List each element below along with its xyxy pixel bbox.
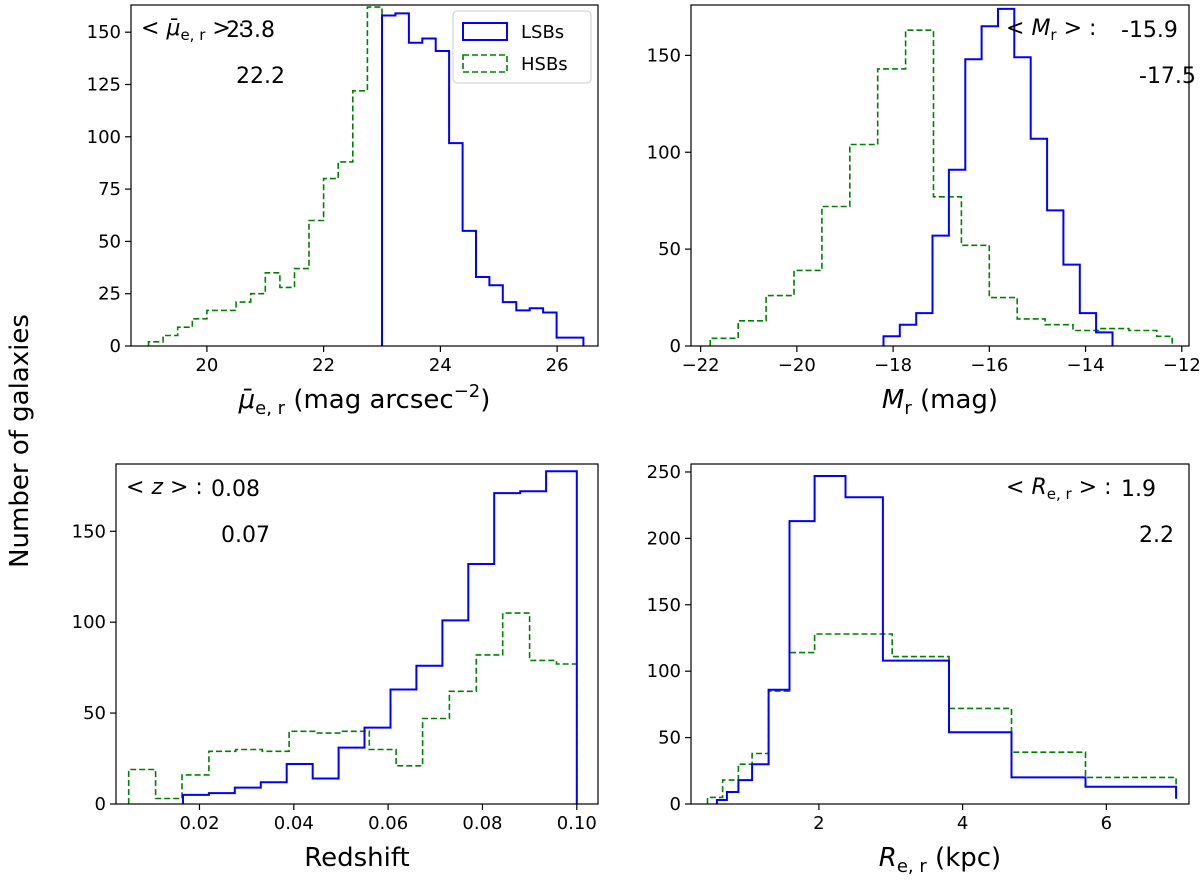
x-tick-label: −22 bbox=[682, 355, 720, 376]
hist-hsbs-mu bbox=[147, 6, 383, 346]
y-tick-label: 125 bbox=[87, 74, 121, 95]
axes-frame bbox=[690, 463, 1190, 805]
y-tick-label: 100 bbox=[647, 661, 681, 682]
hist-lsbs-z bbox=[182, 470, 578, 804]
x-axis-label: Re, r (kpc) bbox=[879, 843, 1001, 877]
x-tick-label: 22 bbox=[312, 355, 335, 376]
x-tick-label: 0.06 bbox=[368, 813, 408, 834]
y-tick-label: 100 bbox=[72, 612, 106, 633]
mean-label: < z > : bbox=[126, 475, 203, 500]
y-tick-label: 50 bbox=[658, 728, 681, 749]
legend-swatch-lsbs bbox=[462, 22, 508, 41]
mean-value-lsb: 1.9 bbox=[1121, 477, 1156, 502]
axes-frame bbox=[115, 463, 599, 805]
legend-label-lsbs: LSBs bbox=[521, 22, 564, 43]
x-axis-label: μ̄e, r (mag arcsec−2) bbox=[238, 381, 491, 419]
panel-Re-histogram: 2 4 6 0 50 100 150 200 250 Re, r (kpc) < Re, r > :… bbox=[647, 462, 1190, 877]
y-tick-label: 0 bbox=[670, 336, 681, 357]
x-tick-label: 6 bbox=[1101, 813, 1112, 834]
legend: LSBs HSBs bbox=[452, 10, 592, 84]
x-axis-label: Mr (mag) bbox=[882, 385, 998, 419]
mean-value-hsb: 22.2 bbox=[236, 64, 285, 89]
y-tick-label: 75 bbox=[98, 179, 121, 200]
x-tick-label: −20 bbox=[778, 355, 816, 376]
mean-value-lsb: -15.9 bbox=[1121, 18, 1178, 43]
axes-frame bbox=[690, 4, 1190, 347]
y-tick-label: 25 bbox=[98, 284, 121, 305]
x-tick-label: 0.02 bbox=[179, 813, 219, 834]
y-tick-label: 100 bbox=[87, 127, 121, 148]
x-tick-label: −14 bbox=[1067, 355, 1105, 376]
hist-hsbs-Mr bbox=[709, 29, 1173, 346]
y-tick-label: 0 bbox=[110, 336, 121, 357]
y-tick-label: 100 bbox=[647, 142, 681, 163]
panel-z-histogram: 0.02 0.04 0.06 0.08 0.10 0 50 100 150 Redshift < z… bbox=[72, 463, 599, 873]
y-tick-label: 150 bbox=[72, 521, 106, 542]
hist-lsbs-Mr bbox=[882, 7, 1114, 346]
panel-mu-histogram: 20 22 24 26 0 25 50 75 100 125 150 μ̄e, r (mag arcs… bbox=[87, 4, 599, 419]
x-tick-label: 26 bbox=[546, 355, 569, 376]
x-tick-label: −16 bbox=[970, 355, 1008, 376]
mean-value-hsb: 0.07 bbox=[221, 523, 270, 548]
shared-ylabel: Number of galaxies bbox=[5, 314, 35, 568]
y-tick-label: 150 bbox=[647, 595, 681, 616]
x-tick-label: 0.10 bbox=[557, 813, 597, 834]
y-tick-label: 200 bbox=[647, 528, 681, 549]
hist-lsbs-mu bbox=[381, 12, 585, 346]
mean-label: < Mr > : bbox=[1006, 16, 1096, 44]
mean-value-hsb: -17.5 bbox=[1139, 64, 1196, 89]
y-tick-label: 150 bbox=[647, 45, 681, 66]
x-tick-label: 0.08 bbox=[462, 813, 502, 834]
panel-Mr-histogram: −22 −20 −18 −16 −14 −12 0 50 100 150 Mr (mag) < Mr … bbox=[647, 4, 1200, 419]
mean-label: < Re, r > : bbox=[1006, 475, 1112, 503]
legend-label-hsbs: HSBs bbox=[521, 54, 568, 75]
hist-hsbs-z bbox=[127, 612, 578, 804]
legend-swatch-hsbs bbox=[462, 54, 508, 73]
y-tick-label: 50 bbox=[83, 703, 106, 724]
x-tick-label: 24 bbox=[429, 355, 452, 376]
y-tick-label: 0 bbox=[670, 794, 681, 815]
x-tick-label: 2 bbox=[813, 813, 824, 834]
x-tick-label: −12 bbox=[1163, 355, 1200, 376]
hist-hsbs-Re bbox=[706, 633, 1177, 804]
y-tick-label: 0 bbox=[95, 794, 106, 815]
y-tick-label: 150 bbox=[87, 22, 121, 43]
x-tick-label: −18 bbox=[874, 355, 912, 376]
axes-frame bbox=[130, 4, 599, 347]
mean-label: < μ̄e, r > : bbox=[141, 16, 245, 44]
x-axis-label: Redshift bbox=[304, 843, 410, 873]
x-tick-label: 20 bbox=[195, 355, 218, 376]
mean-value-lsb: 0.08 bbox=[211, 477, 260, 502]
legend-box bbox=[452, 10, 592, 84]
x-tick-label: 4 bbox=[957, 813, 968, 834]
y-tick-label: 50 bbox=[658, 239, 681, 260]
hist-lsbs-Re bbox=[715, 475, 1178, 804]
y-tick-label: 250 bbox=[647, 462, 681, 483]
mean-value-hsb: 2.2 bbox=[1139, 523, 1174, 548]
x-tick-label: 0.04 bbox=[274, 813, 314, 834]
mean-value-lsb: 23.8 bbox=[226, 18, 275, 43]
y-tick-label: 50 bbox=[98, 231, 121, 252]
